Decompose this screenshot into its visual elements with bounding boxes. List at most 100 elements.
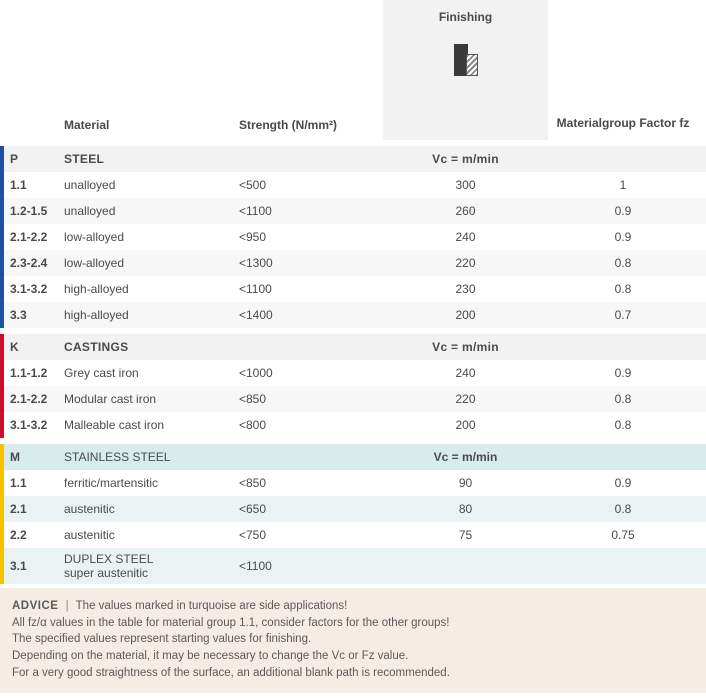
- group-name: STEEL: [58, 148, 233, 170]
- row-material: unalloyed: [58, 174, 233, 196]
- row-code: 1.2-1.5: [4, 200, 58, 222]
- advice-lead: ADVICE: [12, 600, 58, 612]
- row-material: high-alloyed: [58, 304, 233, 326]
- group-header-row: MSTAINLESS STEELVc = m/min: [4, 444, 706, 470]
- row-material: DUPLEX STEELsuper austenitic: [58, 548, 233, 585]
- table-row: 3.3high-alloyed<14002000.7: [4, 302, 706, 328]
- table-row: 1.1unalloyed<5003001: [4, 172, 706, 198]
- row-strength: <1400: [233, 304, 383, 326]
- group-strength-blank: [233, 155, 383, 163]
- table-row: 1.1ferritic/martensitic<850900.9: [4, 470, 706, 496]
- row-fz: 1: [548, 174, 698, 196]
- row-material: ferritic/martensitic: [58, 472, 233, 494]
- advice-line: The values marked in turquoise are side …: [76, 600, 348, 612]
- header-code: [0, 124, 58, 140]
- row-strength: <1100: [233, 555, 383, 577]
- row-code: 3.1-3.2: [4, 278, 58, 300]
- advice-sep: |: [62, 600, 73, 612]
- row-strength: <1000: [233, 362, 383, 384]
- row-finishing: 90: [383, 472, 548, 494]
- group-name: STAINLESS STEEL: [58, 446, 233, 468]
- group-strength-blank: [233, 343, 383, 351]
- row-material: austenitic: [58, 498, 233, 520]
- row-strength: <1100: [233, 200, 383, 222]
- table-row: 1.2-1.5unalloyed<11002600.9: [4, 198, 706, 224]
- row-fz: 0.8: [548, 498, 698, 520]
- finishing-tool-icon: [454, 44, 478, 76]
- row-fz: 0.7: [548, 304, 698, 326]
- group-code: M: [4, 446, 58, 468]
- row-finishing: 220: [383, 388, 548, 410]
- row-material: high-alloyed: [58, 278, 233, 300]
- row-material: Malleable cast iron: [58, 414, 233, 436]
- row-finishing: 220: [383, 252, 548, 274]
- row-fz: [548, 562, 698, 570]
- table-row: 2.1-2.2Modular cast iron<8502200.8: [4, 386, 706, 412]
- group-vc-label: Vc = m/min: [383, 148, 548, 170]
- table-row: 2.2austenitic<750750.75: [4, 522, 706, 548]
- group-strength-blank: [233, 453, 383, 461]
- table-row: 3.1-3.2high-alloyed<11002300.8: [4, 276, 706, 302]
- row-strength: <1100: [233, 278, 383, 300]
- row-finishing: 240: [383, 362, 548, 384]
- row-fz: 0.9: [548, 200, 698, 222]
- row-material: low-alloyed: [58, 252, 233, 274]
- table-row: 2.1-2.2low-alloyed<9502400.9: [4, 224, 706, 250]
- header-strength: Strength (N/mm²): [233, 110, 383, 140]
- row-strength: <650: [233, 498, 383, 520]
- group-header-row: PSTEEL Vc = m/min: [4, 146, 706, 172]
- row-fz: 0.8: [548, 414, 698, 436]
- table-row: 2.1austenitic<650800.8: [4, 496, 706, 522]
- row-code: 1.1: [4, 174, 58, 196]
- row-fz: 0.8: [548, 278, 698, 300]
- header-material: Material: [58, 110, 233, 140]
- material-group: KCASTINGSVc = m/min1.1-1.2Grey cast iron…: [0, 334, 706, 438]
- group-name: CASTINGS: [58, 336, 233, 358]
- group-fz-blank: [548, 453, 698, 461]
- row-finishing: [383, 562, 548, 570]
- table-row: 2.3-2.4low-alloyed<13002200.8: [4, 250, 706, 276]
- row-fz: 0.9: [548, 226, 698, 248]
- row-strength: <800: [233, 414, 383, 436]
- group-fz-blank: [548, 155, 698, 163]
- header-finishing: Finishing: [383, 0, 548, 140]
- row-finishing: 260: [383, 200, 548, 222]
- material-group: PSTEELVc = m/min1.1unalloyed<50030011.2-…: [0, 146, 706, 328]
- row-finishing: 240: [383, 226, 548, 248]
- group-code: K: [4, 336, 58, 358]
- group-header-row: KCASTINGS Vc = m/min: [4, 334, 706, 360]
- row-finishing: 230: [383, 278, 548, 300]
- group-vc-label: Vc = m/min: [383, 336, 548, 358]
- row-strength: <850: [233, 472, 383, 494]
- row-finishing: 200: [383, 414, 548, 436]
- row-material: Modular cast iron: [58, 388, 233, 410]
- row-fz: 0.9: [548, 472, 698, 494]
- group-fz-blank: [548, 343, 698, 351]
- advice-line: For a very good straightness of the surf…: [12, 667, 450, 679]
- table-row: 3.1DUPLEX STEELsuper austenitic<1100: [4, 548, 706, 584]
- row-code: 2.1-2.2: [4, 226, 58, 248]
- row-code: 2.3-2.4: [4, 252, 58, 274]
- row-finishing: 75: [383, 524, 548, 546]
- advice-box: ADVICE | The values marked in turquoise …: [0, 588, 706, 693]
- row-code: 3.3: [4, 304, 58, 326]
- row-strength: <1300: [233, 252, 383, 274]
- group-code: P: [4, 148, 58, 170]
- row-fz: 0.9: [548, 362, 698, 384]
- row-code: 1.1: [4, 472, 58, 494]
- row-fz: 0.8: [548, 388, 698, 410]
- material-group: MSTAINLESS STEELVc = m/min1.1ferritic/ma…: [0, 444, 706, 584]
- row-material: austenitic: [58, 524, 233, 546]
- row-code: 2.1-2.2: [4, 388, 58, 410]
- row-finishing: 300: [383, 174, 548, 196]
- row-material: Grey cast iron: [58, 362, 233, 384]
- row-finishing: 200: [383, 304, 548, 326]
- table-row: 1.1-1.2Grey cast iron<10002400.9: [4, 360, 706, 386]
- row-strength: <500: [233, 174, 383, 196]
- row-code: 2.2: [4, 524, 58, 546]
- row-code: 1.1-1.2: [4, 362, 58, 384]
- advice-line: Depending on the material, it may be nec…: [12, 650, 408, 662]
- row-fz: 0.8: [548, 252, 698, 274]
- row-material: low-alloyed: [58, 226, 233, 248]
- table-row: 3.1-3.2Malleable cast iron<8002000.8: [4, 412, 706, 438]
